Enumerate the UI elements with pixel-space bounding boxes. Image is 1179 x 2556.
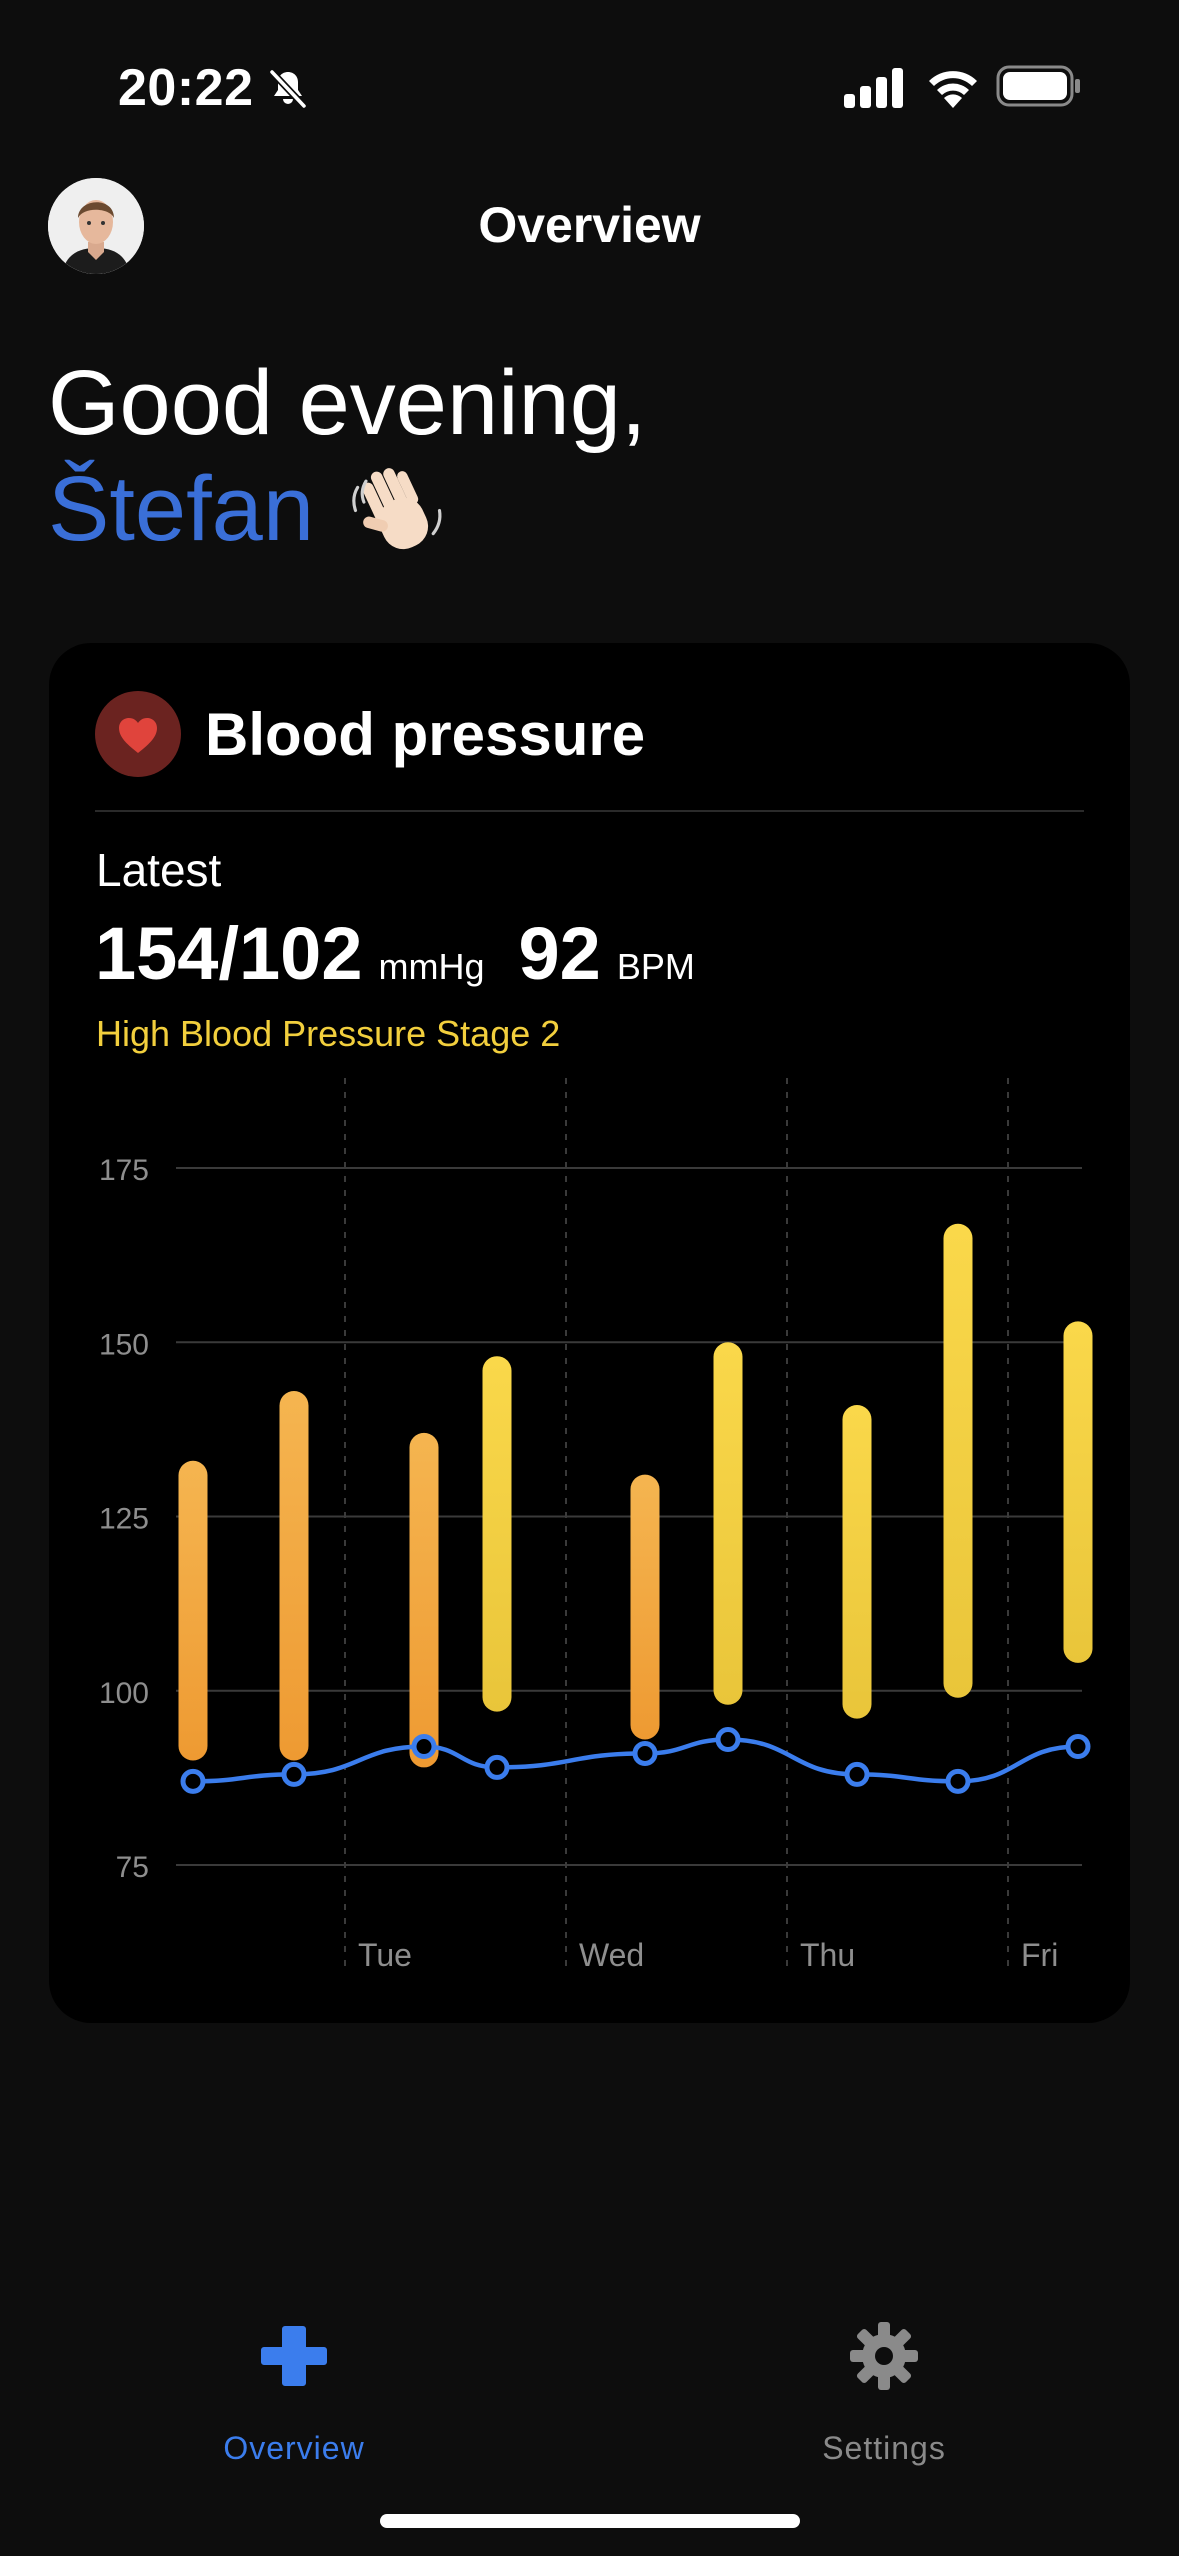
cellular-signal-icon bbox=[844, 68, 903, 108]
y-tick-label: 150 bbox=[99, 1328, 149, 1361]
pulse-unit: BPM bbox=[616, 946, 695, 987]
x-tick-label: Wed bbox=[579, 1937, 644, 1973]
y-tick-label: 175 bbox=[99, 1154, 149, 1187]
pulse-value: 92 bbox=[518, 912, 601, 995]
bp-range-bar bbox=[482, 1356, 512, 1712]
heart-icon bbox=[119, 718, 157, 753]
waving-hand-icon bbox=[352, 468, 442, 550]
avatar[interactable] bbox=[48, 178, 144, 274]
bp-range-bar bbox=[630, 1474, 660, 1740]
x-tick-label: Tue bbox=[358, 1937, 412, 1973]
bell-slash-icon bbox=[269, 69, 307, 109]
plus-icon bbox=[261, 2326, 327, 2386]
bp-chart[interactable]: 175 150 125 100 75 Tue Wed Thu Fri bbox=[49, 643, 1130, 2023]
gear-icon bbox=[850, 2322, 918, 2390]
page-title: Overview bbox=[478, 197, 701, 253]
bp-value: 154/102 bbox=[95, 912, 363, 995]
pulse-point bbox=[1065, 1734, 1091, 1760]
bp-range-bar bbox=[943, 1223, 973, 1698]
y-tick-label: 75 bbox=[116, 1851, 149, 1884]
pulse-point bbox=[180, 1768, 206, 1794]
y-tick-label: 125 bbox=[99, 1503, 149, 1536]
pulse-point bbox=[945, 1768, 971, 1794]
pulse-point bbox=[484, 1754, 510, 1780]
heart-badge bbox=[95, 691, 181, 777]
bp-status: High Blood Pressure Stage 2 bbox=[96, 1013, 561, 1054]
battery-icon bbox=[996, 65, 1080, 107]
status-time: 20:22 bbox=[118, 59, 254, 117]
pulse-point bbox=[844, 1761, 870, 1787]
pulse-point bbox=[632, 1740, 658, 1766]
bp-range-bar bbox=[279, 1391, 309, 1761]
card-title: Blood pressure bbox=[205, 701, 646, 768]
blood-pressure-card[interactable]: Blood pressure Latest 154/102 mmHg 92 BPM H… bbox=[49, 643, 1130, 2023]
pulse-point bbox=[411, 1734, 437, 1760]
home-indicator[interactable] bbox=[380, 2514, 800, 2528]
x-tick-label: Thu bbox=[800, 1937, 855, 1973]
bp-range-bar bbox=[1063, 1321, 1093, 1663]
latest-reading: 154/102 mmHg 92 BPM bbox=[95, 911, 695, 996]
bp-range-bar bbox=[842, 1404, 872, 1719]
y-tick-label: 100 bbox=[99, 1677, 149, 1710]
greeting-text: Good evening, bbox=[48, 352, 647, 454]
card-divider bbox=[95, 810, 1084, 812]
bp-range-bar bbox=[409, 1432, 439, 1768]
bp-unit: mmHg bbox=[378, 946, 485, 987]
bp-range-bar bbox=[713, 1342, 743, 1705]
pulse-point bbox=[281, 1761, 307, 1787]
profile-photo-icon bbox=[48, 178, 144, 274]
greeting-name: Štefan bbox=[48, 458, 314, 560]
bp-range-bar bbox=[178, 1460, 208, 1761]
wifi-icon bbox=[929, 71, 977, 108]
latest-label: Latest bbox=[96, 844, 222, 896]
tab-overview-label: Overview bbox=[223, 2430, 365, 2466]
pulse-point bbox=[715, 1727, 741, 1753]
x-tick-label: Fri bbox=[1021, 1937, 1058, 1973]
tab-settings-label: Settings bbox=[822, 2430, 946, 2466]
